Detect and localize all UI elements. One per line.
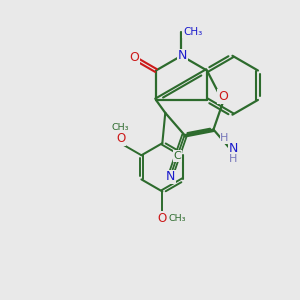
- Text: O: O: [218, 90, 228, 103]
- Text: O: O: [116, 132, 125, 145]
- Text: C: C: [173, 151, 181, 161]
- Text: CH₃: CH₃: [183, 27, 202, 37]
- Text: CH₃: CH₃: [168, 214, 186, 223]
- Text: H: H: [220, 133, 229, 143]
- Text: N: N: [178, 49, 188, 62]
- Text: O: O: [129, 52, 139, 64]
- Text: O: O: [158, 212, 167, 225]
- Text: H: H: [229, 154, 238, 164]
- Text: N: N: [229, 142, 238, 155]
- Text: CH₃: CH₃: [112, 123, 129, 132]
- Text: N: N: [165, 170, 175, 183]
